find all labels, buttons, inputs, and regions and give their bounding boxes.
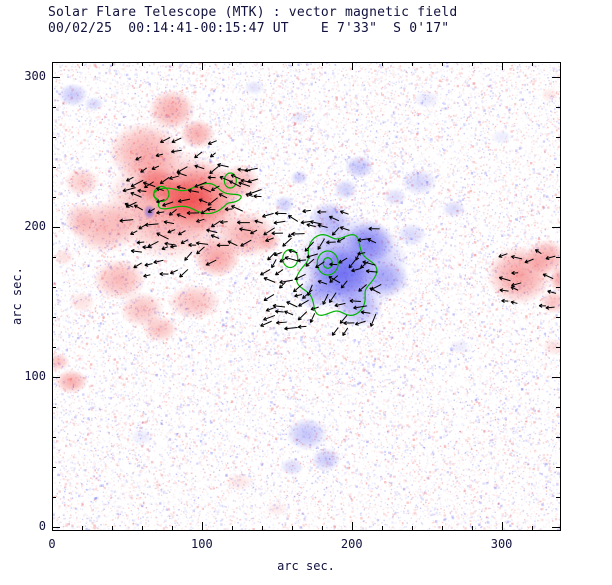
y-axis-label: arc sec. <box>10 267 24 325</box>
plot-title: Solar Flare Telescope (MTK) : vector mag… <box>48 5 458 20</box>
x-axis-label: arc sec. <box>277 559 335 573</box>
plot-subtitle: 00/02/25 00:14:41-00:15:47 UT E 7'33" S … <box>48 21 450 36</box>
